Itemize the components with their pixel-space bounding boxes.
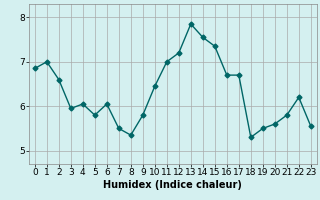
- X-axis label: Humidex (Indice chaleur): Humidex (Indice chaleur): [103, 180, 242, 190]
